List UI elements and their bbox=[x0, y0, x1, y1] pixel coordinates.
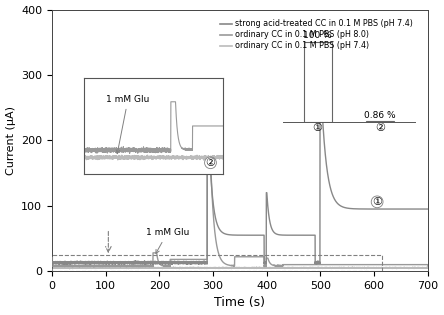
X-axis label: Time (s): Time (s) bbox=[214, 296, 266, 309]
Text: 1 mM Glu: 1 mM Glu bbox=[146, 228, 189, 253]
Text: ①: ① bbox=[372, 197, 382, 207]
Legend: strong acid-treated CC in 0.1 M PBS (pH 7.4), ordinary CC in 0.1 M PBS (pH 8.0),: strong acid-treated CC in 0.1 M PBS (pH … bbox=[217, 16, 416, 54]
Y-axis label: Current (μA): Current (μA) bbox=[6, 106, 16, 175]
